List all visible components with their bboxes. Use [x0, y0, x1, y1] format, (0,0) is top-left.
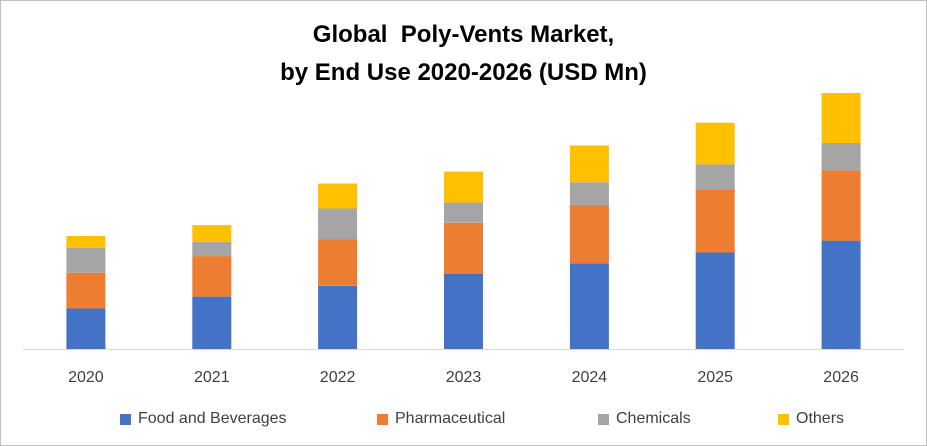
- bar-2022-pharmaceutical: [318, 239, 358, 286]
- bars-group: [66, 93, 861, 349]
- bar-2025-food-and-beverages: [695, 252, 735, 349]
- bar-2022-food-and-beverages: [318, 285, 358, 349]
- legend-swatch: [778, 413, 789, 425]
- bar-2020-pharmaceutical: [66, 272, 106, 309]
- bar-2021-others: [192, 225, 232, 242]
- bar-2021-food-and-beverages: [192, 296, 232, 349]
- x-tick-label-2023: 2023: [446, 369, 482, 386]
- bar-2021-pharmaceutical: [192, 256, 232, 297]
- bar-2022-others: [318, 183, 358, 209]
- legend-swatch: [377, 413, 388, 425]
- bar-2024-chemicals: [569, 182, 609, 205]
- legend-label: Food and Beverages: [138, 410, 287, 427]
- legend-swatch: [598, 413, 609, 425]
- x-tick-label-2022: 2022: [320, 369, 356, 386]
- bar-2023-chemicals: [444, 202, 483, 223]
- bar-2023-pharmaceutical: [444, 222, 483, 274]
- bar-2024-food-and-beverages: [569, 263, 609, 349]
- x-tick-labels: 2020 2021 2022 2023 2024 2025 2026: [68, 369, 859, 386]
- legend-label: Others: [796, 410, 845, 427]
- legend-item-chemicals: Chemicals: [598, 410, 691, 428]
- legend: Food and Beverages Pharmaceutical Chemical…: [1, 410, 926, 432]
- bar-2021-chemicals: [192, 241, 232, 257]
- bar-2020-food-and-beverages: [66, 308, 106, 349]
- bar-2025-pharmaceutical: [695, 189, 735, 253]
- bar-2020-others: [66, 235, 106, 248]
- bar-2023-food-and-beverages: [444, 274, 483, 349]
- bar-2026-food-and-beverages: [821, 240, 861, 349]
- legend-item-pharmaceutical: Pharmaceutical: [377, 410, 505, 428]
- bar-2024-others: [569, 145, 609, 183]
- bar-2020-chemicals: [66, 247, 106, 273]
- bar-2023-others: [444, 171, 483, 203]
- legend-label: Chemicals: [616, 410, 691, 427]
- x-tick-label-2025: 2025: [697, 369, 733, 386]
- x-tick-label-2020: 2020: [68, 369, 104, 386]
- bar-2026-chemicals: [821, 143, 861, 171]
- chart-title-line-2: by End Use 2020-2026 (USD Mn): [280, 59, 647, 86]
- legend-swatch: [120, 413, 131, 425]
- bar-2024-pharmaceutical: [569, 204, 609, 264]
- chart-title-line-1: Global Poly-Vents Market,: [312, 21, 615, 48]
- x-tick-label-2026: 2026: [823, 369, 859, 386]
- x-tick-label-2021: 2021: [194, 369, 230, 386]
- x-tick-label-2024: 2024: [572, 369, 608, 386]
- stacked-bar-plot: 2020 2021 2022 2023 2024 2025 2026: [23, 93, 904, 386]
- bar-2025-others: [695, 122, 735, 165]
- bar-2022-chemicals: [318, 208, 358, 240]
- bar-2026-others: [821, 93, 861, 143]
- legend-label: Pharmaceutical: [395, 410, 506, 427]
- legend-item-food-and-beverages: Food and Beverages: [120, 410, 287, 428]
- legend-item-others: Others: [778, 410, 844, 428]
- bar-2025-chemicals: [695, 164, 735, 190]
- bar-2026-pharmaceutical: [821, 170, 861, 241]
